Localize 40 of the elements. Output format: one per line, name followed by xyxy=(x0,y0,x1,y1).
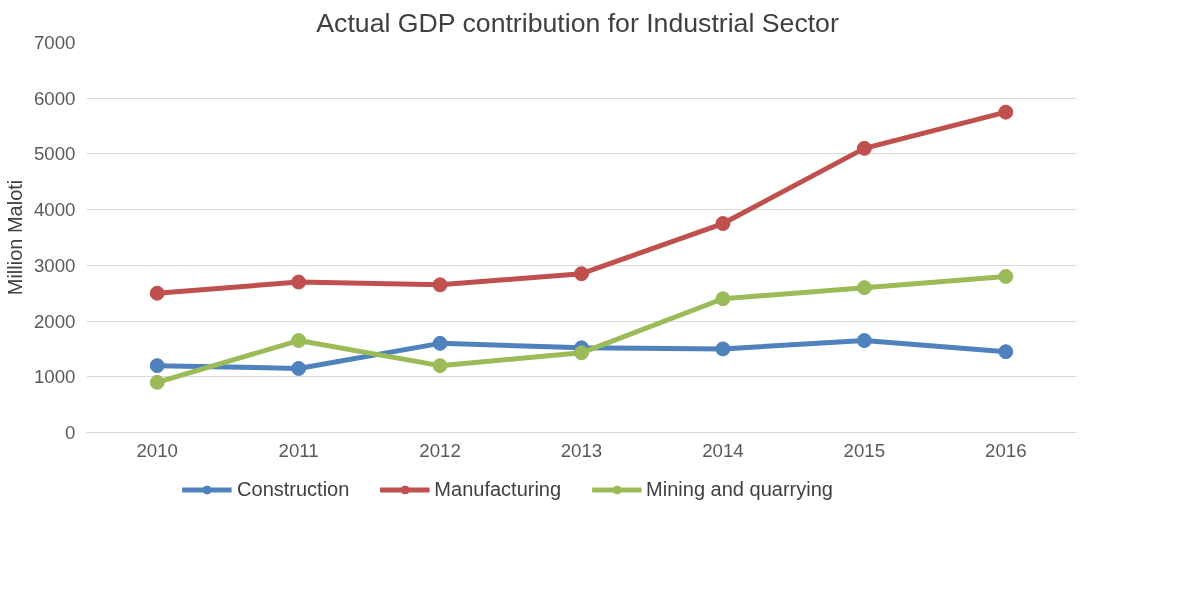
point xyxy=(432,277,448,293)
point xyxy=(715,341,731,357)
x-tick-label: 2013 xyxy=(560,439,603,461)
point xyxy=(291,360,307,376)
point xyxy=(856,140,872,156)
x-tick-label: 2012 xyxy=(419,439,461,461)
point xyxy=(291,333,307,349)
point xyxy=(856,280,872,296)
y-tick-label: 2000 xyxy=(34,310,76,332)
y-tick-label: 5000 xyxy=(34,143,76,165)
y-tick-label: 6000 xyxy=(34,87,76,109)
point xyxy=(149,374,165,390)
y-tick-label: 1000 xyxy=(34,366,76,388)
y-tick-label: 7000 xyxy=(34,32,76,53)
legend-label: Manufacturing xyxy=(434,477,562,501)
point xyxy=(574,266,589,282)
point xyxy=(998,269,1014,284)
point xyxy=(432,358,448,374)
point xyxy=(149,358,165,374)
point xyxy=(715,216,731,232)
y-axis-title: Million Maloti xyxy=(4,179,26,296)
x-tick-label: 2015 xyxy=(843,439,886,461)
y-tick-label: 0 xyxy=(65,422,76,443)
chart-title: Actual GDP contribution for Industrial Sector xyxy=(316,7,839,38)
x-tick-label: 2014 xyxy=(702,439,744,461)
point xyxy=(998,344,1014,360)
point xyxy=(715,291,731,307)
point xyxy=(998,104,1014,120)
point xyxy=(574,345,589,361)
x-tick-label: 2010 xyxy=(136,439,178,461)
x-tick-label: 2016 xyxy=(985,439,1027,461)
point xyxy=(856,333,872,349)
point xyxy=(149,285,165,301)
legend-label: Construction xyxy=(237,477,350,501)
point xyxy=(291,274,307,290)
y-tick-label: 3000 xyxy=(34,254,76,276)
y-tick-label: 4000 xyxy=(34,199,76,221)
point xyxy=(432,335,448,351)
legend-label: Mining and quarrying xyxy=(646,477,833,501)
x-tick-label: 2011 xyxy=(278,439,319,461)
